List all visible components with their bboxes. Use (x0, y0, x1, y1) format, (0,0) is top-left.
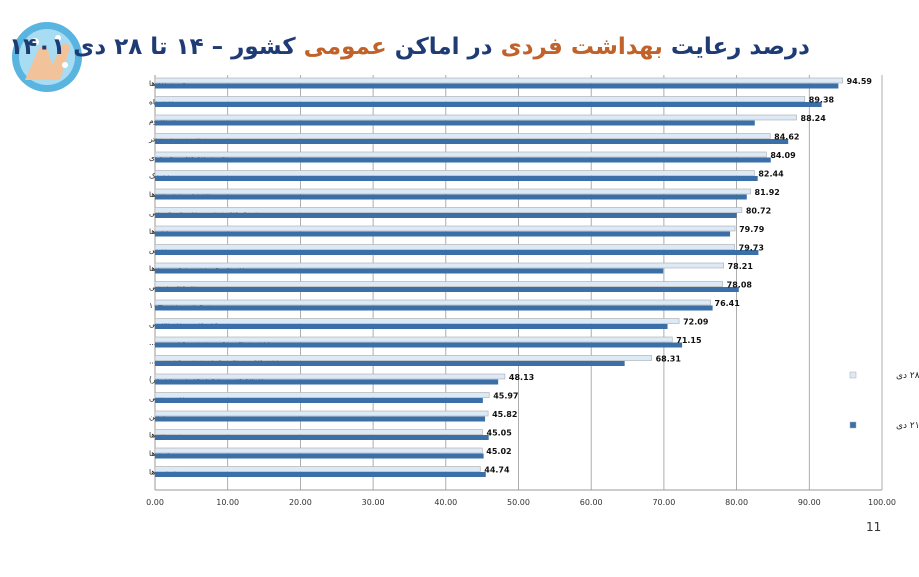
bar-21-dey (155, 176, 758, 181)
bar-21-dey (155, 472, 486, 477)
bar-21-dey (155, 83, 839, 89)
page-number: 11 (866, 520, 882, 534)
bar-21-dey (155, 213, 737, 218)
title-part: کشور – ۱۴ تا ۲۸ دی ۱۴۰۱ (9, 34, 296, 60)
bar-28-dey (154, 373, 506, 380)
x-tick-label: 0.00 (146, 498, 164, 507)
x-tick-label: 80.00 (725, 498, 748, 507)
legend-label: تا ۲۱ دی (896, 421, 919, 431)
title-part: بهداشت فردی (492, 34, 663, 60)
x-tick-label: 20.00 (289, 498, 312, 507)
title-part: درصد رعایت (662, 34, 810, 60)
bar-21-dey (155, 361, 625, 366)
x-tick-label: 70.00 (652, 498, 675, 507)
title-part: در اماکن (386, 34, 493, 60)
data-label: 78.21 (728, 262, 754, 271)
data-label: 68.31 (656, 355, 682, 364)
data-label: 84.62 (774, 133, 799, 142)
bar-21-dey (155, 453, 484, 459)
data-label: 45.02 (486, 447, 511, 456)
x-tick-label: 90.00 (798, 498, 821, 507)
bar-28-dey (154, 133, 771, 139)
bar-28-dey (154, 170, 755, 176)
x-tick-label: 40.00 (434, 498, 457, 507)
data-label: 88.24 (801, 114, 827, 123)
bar-28-dey (154, 262, 724, 269)
x-tick-label: 50.00 (507, 498, 530, 507)
bar-21-dey (155, 287, 739, 292)
data-label: 79.79 (739, 225, 765, 234)
legend-swatch (849, 371, 857, 379)
bar-21-dey (155, 342, 683, 348)
data-label: 45.97 (493, 392, 518, 401)
data-label: 80.72 (746, 207, 771, 216)
data-label: 89.38 (809, 96, 835, 105)
bar-21-dey (155, 398, 483, 403)
bar-28-dey (154, 244, 735, 250)
chart-title: درصد رعایت بهداشت فردی در اماکن عمومی کش… (9, 34, 810, 60)
data-label: 82.44 (758, 170, 784, 179)
bar-28-dey (154, 188, 751, 195)
data-label: 78.08 (727, 281, 753, 290)
data-label: 76.41 (715, 299, 741, 308)
bar-28-dey (154, 114, 797, 121)
bar-28-dey (154, 336, 673, 343)
bar-28-dey (154, 392, 490, 398)
bar-28-dey (154, 447, 483, 454)
data-label: 94.59 (847, 77, 873, 86)
bar-21-dey (155, 250, 759, 255)
bar-28-dey (154, 96, 806, 102)
data-label: 45.82 (492, 410, 517, 419)
bar-28-dey (154, 207, 743, 213)
x-tick-label: 30.00 (362, 498, 385, 507)
bar-21-dey (155, 139, 789, 144)
x-tick-label: 60.00 (580, 498, 603, 507)
bar-28-dey (154, 299, 711, 306)
data-label: 72.09 (683, 318, 709, 327)
bar-28-dey (154, 429, 483, 435)
bar-21-dey (155, 157, 771, 163)
legend-swatch (849, 421, 857, 429)
bar-28-dey (154, 151, 767, 158)
handwashing-icon (12, 22, 82, 92)
bar-21-dey (155, 324, 668, 329)
bar-28-dey (154, 318, 680, 324)
bar-28-dey (154, 466, 481, 472)
bar-21-dey (155, 231, 731, 237)
bar-21-dey (155, 268, 664, 274)
data-label: 45.05 (487, 429, 513, 438)
data-label: 84.09 (770, 151, 796, 160)
bar-21-dey (155, 120, 755, 126)
data-label: 79.73 (739, 244, 764, 253)
data-label: 71.15 (676, 336, 702, 345)
bar-28-dey (154, 225, 736, 232)
bar-21-dey (155, 102, 822, 107)
bar-21-dey (155, 305, 713, 311)
bar-21-dey (155, 379, 499, 385)
legend-label: تا ۲۸ دی (896, 371, 919, 381)
x-tick-label: 10.00 (216, 498, 239, 507)
data-label: 81.92 (755, 188, 780, 197)
bar-21-dey (155, 194, 747, 200)
bar-28-dey (154, 77, 843, 84)
title-part: عمومی (295, 34, 387, 60)
bar-28-dey (154, 281, 723, 287)
bar-28-dey (154, 410, 489, 417)
data-label: 44.74 (484, 466, 510, 475)
bar-21-dey (155, 416, 486, 422)
bar-21-dey (155, 435, 489, 440)
data-label: 48.13 (509, 373, 534, 382)
x-tick-label: 100.00 (868, 498, 896, 507)
bar-28-dey (154, 355, 652, 361)
